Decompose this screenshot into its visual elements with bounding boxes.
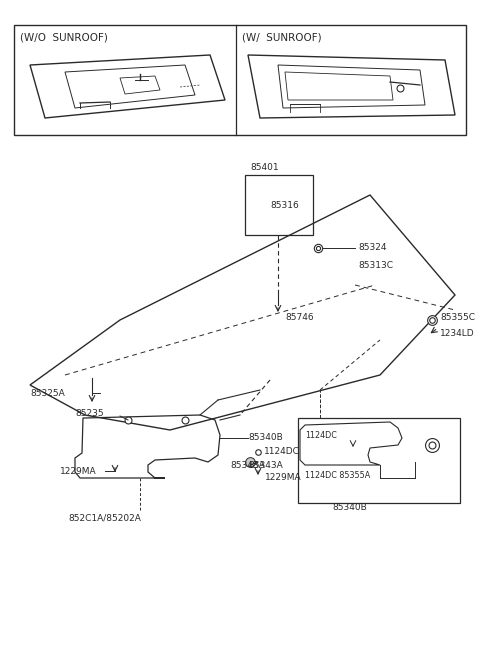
Text: 1124DC 85355A: 1124DC 85355A	[305, 470, 370, 480]
Text: 1229MA: 1229MA	[265, 472, 301, 482]
Text: 85343A: 85343A	[248, 461, 283, 470]
Bar	[298, 418, 460, 503]
Bar	[14, 25, 466, 135]
Text: 85324: 85324	[358, 244, 386, 252]
Text: 85325A: 85325A	[30, 388, 65, 397]
Text: 1124DC: 1124DC	[305, 430, 337, 440]
Text: (W/  SUNROOF): (W/ SUNROOF)	[242, 33, 322, 43]
Text: 85340B: 85340B	[333, 503, 367, 512]
Text: 85235: 85235	[75, 409, 104, 417]
Text: 85401: 85401	[251, 164, 279, 173]
Text: 1229MA: 1229MA	[60, 466, 96, 476]
Bar	[245, 175, 313, 235]
Text: 85313C: 85313C	[358, 260, 393, 269]
Text: 1124DC: 1124DC	[264, 447, 300, 457]
Text: 1234LD: 1234LD	[440, 328, 475, 338]
Text: (W/O  SUNROOF): (W/O SUNROOF)	[20, 33, 108, 43]
Text: 852C1A/85202A: 852C1A/85202A	[69, 514, 142, 522]
Text: 85340B: 85340B	[248, 434, 283, 443]
Text: 85316: 85316	[270, 200, 299, 210]
Text: 85746: 85746	[285, 313, 313, 323]
Text: 85343A: 85343A	[230, 461, 265, 470]
Text: 85355C: 85355C	[440, 313, 475, 323]
